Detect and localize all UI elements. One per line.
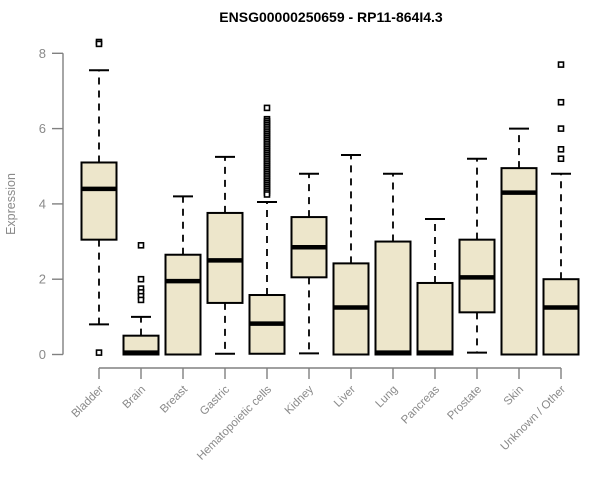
y-tick-label: 2 — [39, 272, 46, 287]
box-skin — [500, 167, 538, 356]
box-unknown-other — [542, 278, 580, 356]
box-breast — [164, 253, 202, 356]
outlier-point — [137, 275, 145, 283]
plot-area: 0 2 4 6 8 Bladder Brain Breast GastricHematopoie… — [39, 38, 580, 463]
x-tick-label: Prostate — [445, 384, 484, 423]
outlier-point — [557, 155, 565, 163]
outlier-point — [137, 242, 145, 249]
box-bladder — [80, 161, 118, 241]
x-tick-label: Pancreas — [399, 383, 442, 426]
outlier-point — [95, 349, 103, 356]
y-tick-label: 8 — [39, 46, 46, 61]
outlier-point — [557, 98, 565, 106]
outlier-point — [557, 146, 565, 153]
x-tick-label: Skin — [502, 384, 526, 408]
x-tick-label: Hematopoietic cells — [195, 383, 274, 462]
x-tick-label: Brain — [121, 384, 148, 411]
box-pancreas — [416, 281, 454, 356]
outlier-point — [95, 40, 103, 48]
y-tick-label: 0 — [39, 347, 46, 362]
x-tick-label: Bladder — [70, 384, 107, 421]
box-gastric — [206, 211, 244, 304]
outlier-point — [557, 125, 565, 132]
y-tick-label: 4 — [39, 196, 46, 211]
y-axis-label: Expression — [4, 173, 18, 235]
x-tick-label: Kidney — [283, 383, 317, 417]
outlier-point — [557, 61, 565, 68]
box-lung — [374, 240, 412, 356]
chart-title: ENSG00000250659 - RP11-864I4.3 — [219, 9, 443, 25]
outlier-point — [263, 191, 271, 198]
x-tick-label: Breast — [158, 383, 191, 416]
y-tick-label: 6 — [39, 121, 46, 136]
outlier-point — [263, 104, 271, 112]
x-tick-label: Liver — [332, 384, 358, 410]
x-tick-label: Lung — [374, 384, 401, 411]
outlier-point — [137, 296, 145, 304]
x-tick-label: Gastric — [198, 383, 232, 417]
